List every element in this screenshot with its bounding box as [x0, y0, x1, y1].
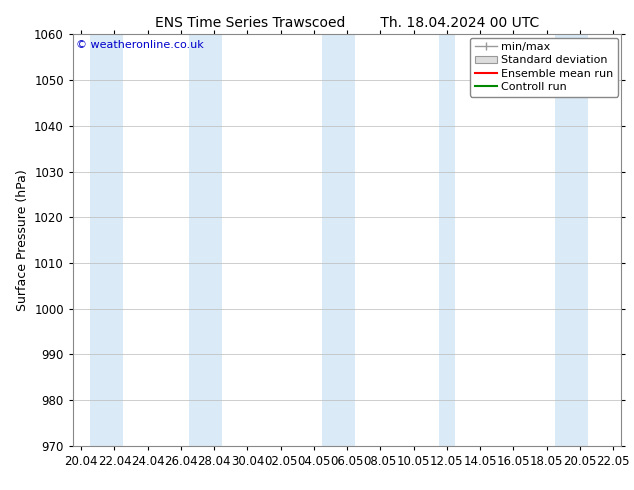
Title: ENS Time Series Trawscoed        Th. 18.04.2024 00 UTC: ENS Time Series Trawscoed Th. 18.04.2024…: [155, 16, 540, 30]
Text: © weatheronline.co.uk: © weatheronline.co.uk: [75, 41, 204, 50]
Bar: [89, 34, 106, 446]
Bar: [106, 34, 123, 446]
Bar: [555, 34, 571, 446]
Bar: [322, 34, 339, 446]
Bar: [571, 34, 588, 446]
Legend: min/max, Standard deviation, Ensemble mean run, Controll run: min/max, Standard deviation, Ensemble me…: [470, 38, 618, 97]
Bar: [339, 34, 356, 446]
Bar: [439, 34, 455, 446]
Bar: [206, 34, 223, 446]
Y-axis label: Surface Pressure (hPa): Surface Pressure (hPa): [16, 169, 29, 311]
Bar: [189, 34, 206, 446]
